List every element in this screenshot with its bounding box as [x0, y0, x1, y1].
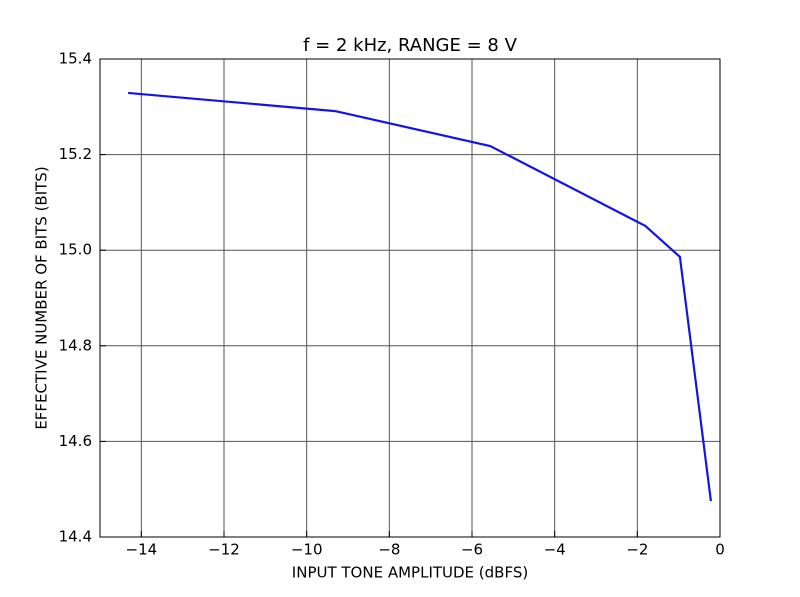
chart-title: f = 2 kHz, RANGE = 8 V [303, 35, 517, 56]
x-tick-label: −6 [461, 541, 483, 559]
y-tick-label: 14.8 [59, 336, 92, 354]
y-tick-label: 14.6 [59, 432, 92, 450]
data-line [128, 91, 712, 502]
x-tick-label: −2 [626, 541, 648, 559]
x-axis-label: INPUT TONE AMPLITUDE (dBFS) [292, 564, 528, 582]
y-tick-label: 15.4 [59, 50, 92, 68]
x-tick-label: −10 [291, 541, 323, 559]
y-tick-label: 15.0 [59, 241, 92, 259]
x-tick-label: −12 [208, 541, 240, 559]
x-tick-label: −8 [378, 541, 400, 559]
y-tick-label: 14.4 [59, 528, 92, 546]
y-axis-label: EFFECTIVE NUMBER OF BITS (BITS) [33, 166, 51, 429]
y-tick-label: 15.2 [59, 145, 92, 163]
x-tick-label: 0 [715, 541, 725, 559]
x-tick-label: −14 [126, 541, 158, 559]
plot-frame [99, 58, 721, 538]
x-tick-label: −4 [544, 541, 566, 559]
